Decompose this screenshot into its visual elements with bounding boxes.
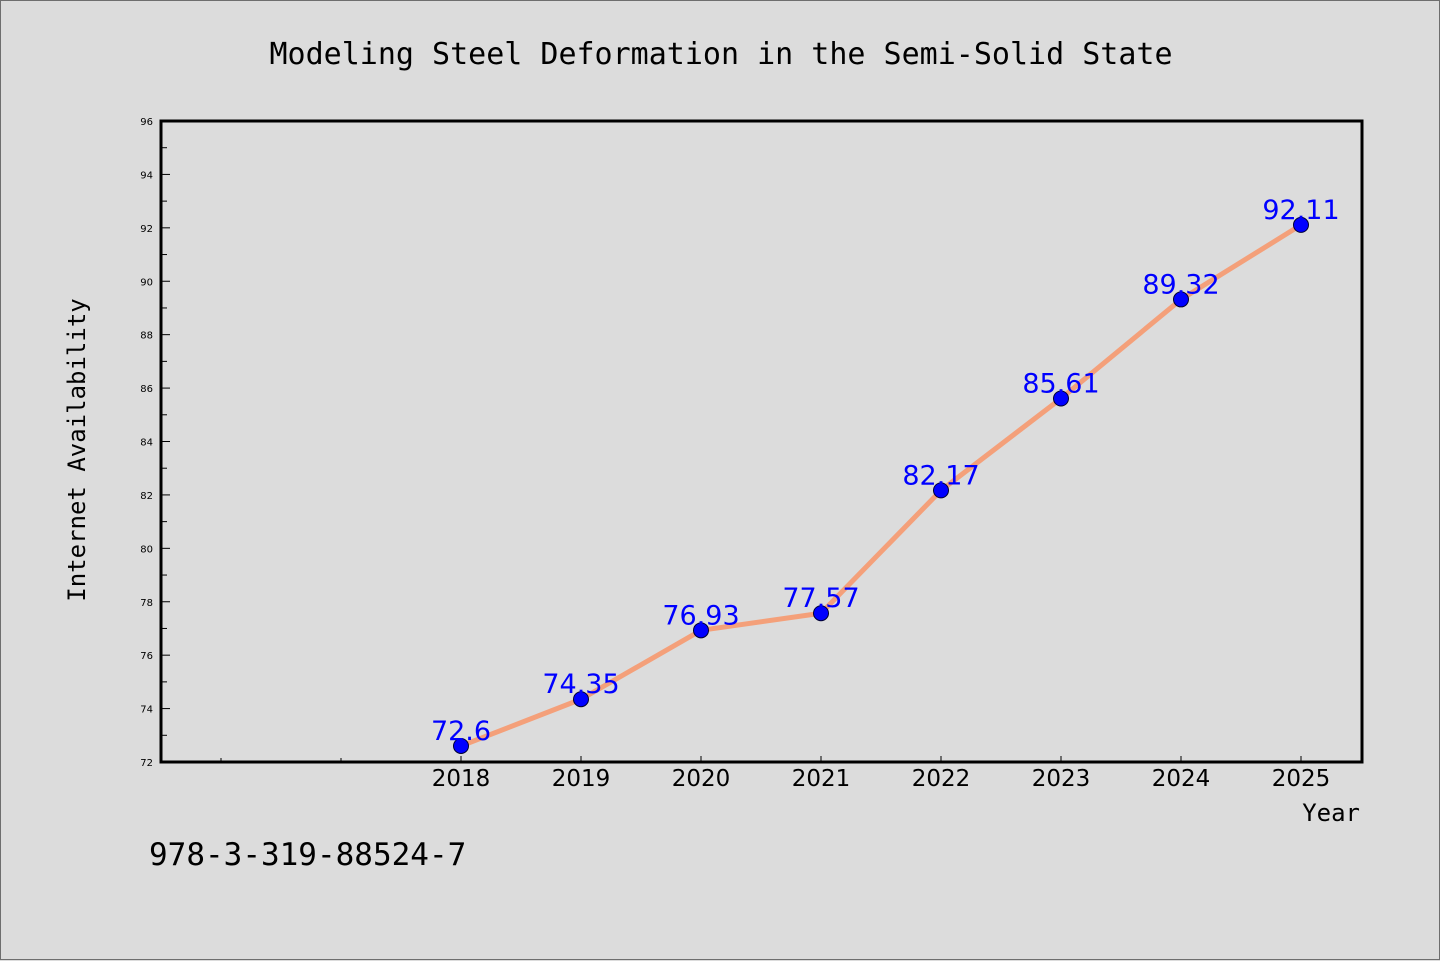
data-label: 77.57: [782, 583, 859, 614]
x-tick-label: 2023: [1032, 766, 1091, 792]
data-label: 82.17: [902, 460, 979, 491]
data-point: [453, 737, 469, 754]
data-point: [813, 605, 829, 622]
x-tick-label: 2022: [912, 766, 971, 792]
y-tick-label: 78: [140, 598, 153, 609]
isbn-note: 978-3-319-88524-7: [149, 837, 466, 873]
data-point: [573, 691, 589, 708]
x-tick-label: 2024: [1152, 766, 1211, 792]
data-point: [693, 622, 709, 639]
chart-title: Modeling Steel Deformation in the Semi-S…: [269, 37, 1172, 72]
series-layer: [453, 216, 1309, 754]
data-label-layer: 72.6 74.35 76.93 77.57 82.17 85.61 89.32 92.11: [431, 195, 1340, 747]
y-tick-label: 76: [140, 651, 153, 662]
y-axis: 72 74 76 78 80 82 84 86 88 90 92 94 96: [140, 117, 170, 769]
y-tick-label: 72: [140, 758, 153, 769]
y-tick-label: 88: [140, 331, 153, 342]
x-axis: 2018 2019 2020 2021 2022 2023 2024 2025: [220, 756, 1331, 792]
data-label: 74.35: [542, 669, 619, 700]
plot-area-border: [159, 119, 1364, 764]
y-tick-label: 94: [140, 170, 153, 181]
x-tick-label: 2021: [792, 766, 851, 792]
data-point: [1053, 390, 1069, 407]
x-axis-title: Year: [1302, 799, 1360, 827]
y-tick-label: 82: [140, 491, 153, 502]
series-line: [458, 222, 1304, 749]
x-tick-label: 2020: [672, 766, 731, 792]
y-tick-label: 84: [140, 438, 153, 449]
data-point: [933, 482, 949, 499]
y-tick-label: 80: [140, 544, 153, 555]
data-label: 92.11: [1262, 195, 1339, 226]
data-label: 72.6: [431, 716, 491, 747]
data-point: [1173, 291, 1189, 308]
data-label: 85.61: [1022, 368, 1099, 399]
y-axis-title: Internet Availability: [63, 298, 91, 601]
x-tick-label: 2018: [432, 766, 491, 792]
data-point: [1293, 216, 1309, 233]
y-tick-label: 86: [140, 384, 153, 395]
data-label: 89.32: [1142, 269, 1219, 300]
y-tick-label: 90: [140, 277, 153, 288]
data-label: 76.93: [662, 600, 739, 631]
x-tick-label: 2019: [552, 766, 611, 792]
y-tick-label: 92: [140, 224, 153, 235]
y-tick-label: 74: [140, 705, 153, 716]
x-tick-label: 2025: [1272, 766, 1331, 792]
y-tick-label: 96: [140, 117, 153, 128]
